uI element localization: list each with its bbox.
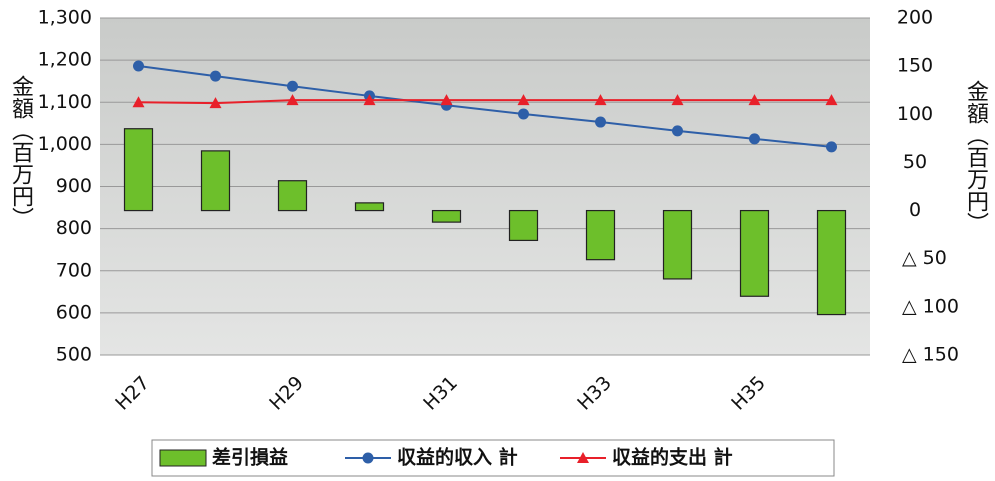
y-tick-label: 1,200 [38, 49, 92, 71]
marker [133, 60, 144, 72]
bar [354, 202, 385, 212]
legend-label: 収益的支出 計 [612, 446, 733, 469]
x-tick-label: H29 [265, 372, 308, 415]
marker [594, 94, 607, 106]
x-tick-label: H27 [111, 372, 154, 415]
y-tick-label: 1,100 [38, 91, 92, 113]
x-tick-label: H33 [573, 372, 616, 415]
y2-tick-label: 50 [903, 151, 927, 173]
y2-tick-label: 200 [897, 7, 933, 29]
y-tick-label: 500 [56, 344, 92, 366]
y-tick-label: 1,300 [38, 7, 92, 29]
bar [508, 209, 539, 242]
marker [671, 94, 684, 106]
y2-tick-label: 0 [909, 199, 921, 221]
bar [816, 209, 847, 316]
bar [200, 150, 231, 212]
legend-label: 収益的収入 計 [397, 446, 518, 469]
legend-swatch [362, 452, 374, 464]
legend-swatch [159, 449, 207, 467]
y-tick-label: 800 [56, 217, 92, 239]
marker [825, 94, 838, 106]
marker [826, 141, 837, 153]
legend [151, 439, 835, 477]
y-tick-label: 700 [56, 259, 92, 281]
y2-tick-label: 150 [897, 55, 933, 77]
bar [431, 209, 462, 223]
x-tick-label: H31 [419, 372, 462, 415]
marker [132, 96, 145, 108]
marker [440, 94, 453, 106]
bar [662, 209, 693, 280]
y2-tick-label: △ 50 [902, 247, 947, 269]
marker [672, 125, 683, 137]
legend-label: 差引損益 [212, 446, 288, 469]
marker [287, 80, 298, 92]
bar [739, 209, 770, 297]
y-tick-label: 1,000 [38, 133, 92, 155]
marker [517, 94, 530, 106]
marker [209, 97, 222, 109]
y-tick-label: 600 [56, 301, 92, 323]
y2-tick-label: △ 100 [902, 295, 959, 317]
line [138, 99, 832, 105]
marker [748, 94, 761, 106]
marker [363, 94, 376, 106]
y2-tick-label: △ 150 [902, 344, 959, 366]
y-tick-label: 900 [56, 175, 92, 197]
legend-swatch [577, 452, 589, 463]
marker [286, 94, 299, 106]
x-tick-label: H35 [727, 372, 770, 415]
y2-axis-title: 金額（百万円） [963, 80, 989, 234]
bar [585, 209, 616, 261]
y-axis-title: 金額（百万円） [8, 75, 34, 229]
marker [210, 70, 221, 82]
bar [277, 180, 308, 212]
marker [595, 116, 606, 128]
marker [749, 133, 760, 145]
y2-tick-label: 100 [897, 103, 933, 125]
line [138, 65, 832, 148]
marker [518, 108, 529, 120]
bar [123, 128, 154, 212]
